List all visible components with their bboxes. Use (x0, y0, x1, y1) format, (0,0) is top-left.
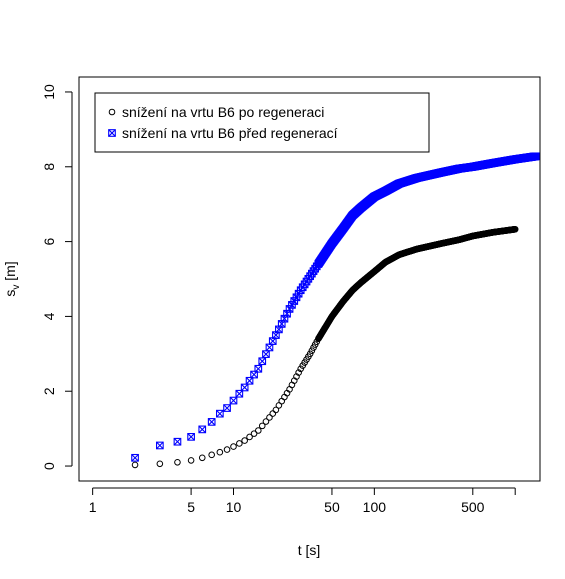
legend-label-series-1: snížení na vrtu B6 po regeneraci (122, 104, 324, 120)
y-axis-label-unit: [m] (2, 261, 18, 284)
y-tick-label: 4 (41, 312, 57, 320)
data-point-circle (223, 446, 231, 453)
data-point-circle (208, 451, 215, 459)
data-point-boxed-x (198, 425, 207, 434)
data-point-boxed-x (173, 437, 182, 446)
data-point-circle (258, 422, 266, 430)
data-point-boxed-x (240, 383, 249, 392)
data-point-circle (295, 369, 302, 376)
data-point-circle (511, 225, 519, 233)
data-point-circle (255, 427, 262, 434)
x-axis-label: t [s] (298, 542, 321, 558)
data-point-boxed-x (254, 364, 263, 373)
data-point-boxed-x (262, 350, 270, 358)
legend: snížení na vrtu B6 po regeneraci snížení… (94, 92, 430, 153)
data-point-boxed-x (283, 309, 291, 318)
y-axis: 0 2 4 6 8 10 (41, 84, 73, 470)
data-point-boxed-x (156, 441, 164, 450)
data-point-circle (131, 461, 139, 469)
x-tick-label: 50 (324, 499, 340, 515)
plot-frame (78, 76, 541, 482)
data-point-boxed-x (207, 418, 216, 426)
y-tick-label: 2 (41, 387, 57, 395)
y-axis-label-sub: v (11, 285, 22, 290)
data-point-circle (250, 430, 258, 437)
data-point-circle (174, 458, 181, 466)
data-point-circle (236, 440, 243, 447)
x-tick-label: 10 (226, 499, 242, 515)
data-point-boxed-x (235, 389, 244, 398)
data-point-circle (156, 460, 164, 468)
data-point-boxed-x (531, 152, 540, 161)
data-point-boxed-x (258, 357, 267, 366)
data-point-boxed-x (285, 305, 294, 313)
data-point-circle (266, 414, 273, 421)
data-point-circle (246, 433, 253, 441)
y-tick-label: 6 (41, 237, 57, 245)
data-point-circle (230, 443, 237, 450)
x-tick-label: 1 (89, 499, 97, 515)
legend-key-boxed-x (108, 129, 116, 137)
y-axis-label-main: s (2, 290, 18, 297)
data-point-boxed-x (215, 409, 224, 418)
y-axis-label: sv [m] (2, 261, 22, 296)
y-tick-label: 8 (41, 163, 57, 171)
data-point-circle (272, 406, 280, 414)
data-point-boxed-x (187, 433, 195, 441)
data-point-boxed-x (245, 376, 254, 385)
series-1 (131, 225, 519, 469)
x-tick-label: 5 (187, 499, 195, 515)
data-point-boxed-x (131, 453, 139, 462)
data-point-circle (262, 418, 270, 425)
legend-marker-boxed-x (108, 129, 116, 137)
data-point-boxed-x (288, 301, 296, 309)
series-2 (131, 152, 540, 462)
x-tick-label: 100 (363, 499, 387, 515)
x-axis: 1 5 10 50 100 500 (89, 487, 516, 515)
data-point-circle (269, 410, 277, 417)
legend-key-circle (108, 108, 116, 116)
legend-label-series-2: snížení na vrtu B6 před regenerací (122, 125, 338, 141)
data-point-circle (187, 457, 195, 464)
legend-marker-circle (108, 108, 116, 116)
data-point-circle (306, 350, 314, 358)
data-point-circle (216, 448, 224, 456)
data-point-circle (198, 454, 206, 462)
y-tick-label: 10 (41, 84, 57, 100)
data-point-circle (278, 397, 286, 405)
x-tick-label: 500 (461, 499, 485, 515)
y-tick-label: 0 (41, 462, 57, 470)
data-point-boxed-x (223, 404, 231, 412)
series-layer (131, 152, 540, 469)
data-point-circle (241, 437, 248, 444)
data-point-boxed-x (265, 343, 274, 352)
data-point-boxed-x (229, 396, 238, 405)
legend-box (94, 92, 430, 153)
